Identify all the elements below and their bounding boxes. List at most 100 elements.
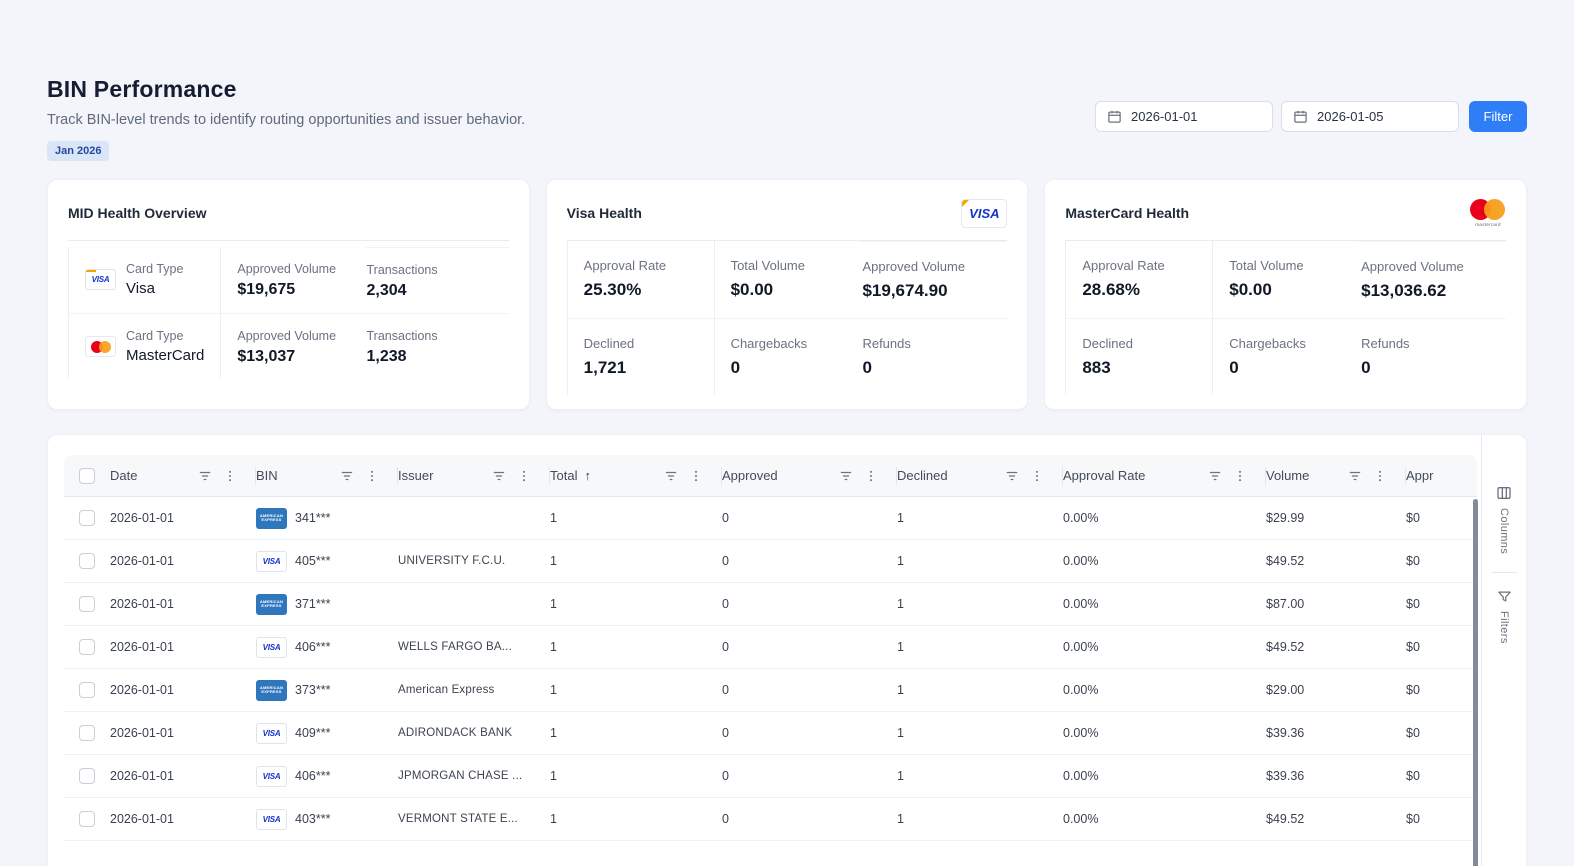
column-header-issuer[interactable]: Issuer: [398, 455, 550, 496]
table-row[interactable]: 2026-01-01 373*** American Express 1: [64, 669, 1477, 712]
row-checkbox[interactable]: [79, 811, 95, 827]
visa-health-card-head: Visa Health: [567, 198, 1008, 228]
table-body: 2026-01-01 341*** 1 0: [64, 497, 1477, 841]
row-checkbox[interactable]: [79, 596, 95, 612]
row-checkbox[interactable]: [79, 553, 95, 569]
approved-cell: 0: [722, 597, 729, 611]
card-brand-icon: [256, 808, 287, 830]
filter-icon[interactable]: [1005, 469, 1019, 483]
column-menu-icon[interactable]: [223, 469, 237, 483]
mastercard-health-title: MasterCard Health: [1065, 205, 1190, 221]
card-type-value: Visa: [126, 280, 155, 297]
row-checkbox-cell: [64, 669, 110, 711]
vertical-scrollbar[interactable]: [1473, 499, 1478, 866]
declined-cell: 1: [897, 726, 904, 740]
bin-cell: 403***: [256, 798, 398, 840]
row-checkbox[interactable]: [79, 639, 95, 655]
declined-cell: 1: [897, 812, 904, 826]
filter-icon[interactable]: [839, 469, 853, 483]
row-checkbox[interactable]: [79, 768, 95, 784]
volume-cell: $29.99: [1266, 511, 1305, 525]
column-menu-icon[interactable]: [365, 469, 379, 483]
approval-rate-cell: 0.00%: [1063, 640, 1099, 654]
issuer-cell: [398, 497, 550, 539]
declined-cell: 1: [897, 511, 904, 525]
stat-cell: Refunds 0: [860, 318, 1008, 395]
column-header-volume[interactable]: Volume: [1266, 455, 1406, 496]
volume-cell: $39.36: [1266, 726, 1305, 740]
table-row[interactable]: 2026-01-01 409*** ADIRONDACK BANK 1: [64, 712, 1477, 755]
card-brand-icon: [256, 550, 287, 572]
filter-icon[interactable]: [1348, 469, 1362, 483]
column-header-bin[interactable]: BIN: [256, 455, 398, 496]
filter-icon[interactable]: [1208, 469, 1222, 483]
issuer-cell: American Express: [398, 684, 495, 696]
issuer-cell: ADIRONDACK BANK: [398, 727, 513, 739]
column-menu-icon[interactable]: [1233, 469, 1247, 483]
declined-cell: 1: [897, 597, 904, 611]
stat-label: Refunds: [1361, 336, 1410, 351]
issuer-cell: WELLS FARGO BA...: [398, 641, 512, 653]
divider: [68, 240, 509, 241]
stat-label: Refunds: [862, 336, 911, 351]
row-checkbox-cell: [64, 583, 110, 625]
table-row[interactable]: 2026-01-01 341*** 1 0: [64, 497, 1477, 540]
filters-panel-button[interactable]: Filters: [1497, 589, 1512, 644]
column-menu-icon[interactable]: [864, 469, 878, 483]
stat-cell: Declined 1,721: [566, 318, 714, 395]
card-type-label: Card Type: [126, 329, 184, 343]
filter-icon[interactable]: [198, 469, 212, 483]
transactions-cell: Transactions 2,304: [364, 247, 509, 313]
select-all-checkbox[interactable]: [79, 467, 95, 484]
column-menu-icon[interactable]: [689, 469, 703, 483]
columns-panel-button[interactable]: Columns: [1496, 485, 1512, 554]
volume-cell: $49.52: [1266, 554, 1305, 568]
bin-cell: 406***: [256, 755, 398, 797]
stat-cell: Approval Rate 25.30%: [566, 241, 714, 318]
date-from-input[interactable]: 2026-01-01: [1095, 101, 1273, 132]
column-header-total[interactable]: Total ↑: [550, 455, 722, 496]
volume-cell: $87.00: [1266, 597, 1305, 611]
issuer-cell: [398, 583, 550, 625]
date-cell: 2026-01-01: [110, 726, 174, 740]
approved-cell: 0: [722, 683, 729, 697]
volume-cell: $29.00: [1266, 683, 1305, 697]
column-header-approval-rate[interactable]: Approval Rate: [1063, 455, 1266, 496]
table-header-row: Date BIN Issuer: [64, 455, 1477, 497]
sort-asc-icon[interactable]: ↑: [584, 468, 591, 483]
table-row[interactable]: 2026-01-01 371*** 1 0: [64, 583, 1477, 626]
total-cell: 1: [550, 640, 557, 654]
filter-icon[interactable]: [340, 469, 354, 483]
transactions-label: Transactions: [366, 263, 438, 277]
transactions-label: Transactions: [366, 329, 438, 343]
visa-logo-icon: [961, 198, 1008, 228]
table-row[interactable]: 2026-01-01 406*** JPMORGAN CHASE ... 1: [64, 755, 1477, 798]
approved-volume-cell: $0: [1406, 640, 1420, 654]
card-type-cell: Card Type Visa: [68, 247, 220, 313]
filter-button[interactable]: Filter: [1469, 101, 1527, 132]
mastercard-circles-icon: [1470, 199, 1506, 221]
stat-value: 25.30%: [583, 280, 642, 299]
table-row[interactable]: 2026-01-01 403*** VERMONT STATE E... 1: [64, 798, 1477, 841]
column-header-approved[interactable]: Approved: [722, 455, 897, 496]
stat-value: 0: [1229, 358, 1239, 377]
table-row[interactable]: 2026-01-01 406*** WELLS FARGO BA... 1: [64, 626, 1477, 669]
column-menu-icon[interactable]: [1030, 469, 1044, 483]
bin-cell: 405***: [256, 540, 398, 582]
date-to-value: 2026-01-05: [1317, 109, 1384, 124]
filter-icon[interactable]: [664, 469, 678, 483]
row-checkbox[interactable]: [79, 510, 95, 526]
row-checkbox-cell: [64, 755, 110, 797]
column-header-declined[interactable]: Declined: [897, 455, 1063, 496]
column-menu-icon[interactable]: [1373, 469, 1387, 483]
table-row[interactable]: 2026-01-01 405*** UNIVERSITY F.C.U. 1: [64, 540, 1477, 583]
issuer-cell: VERMONT STATE E...: [398, 813, 518, 825]
column-menu-icon[interactable]: [517, 469, 531, 483]
column-header-date[interactable]: Date: [110, 455, 256, 496]
filter-icon[interactable]: [492, 469, 506, 483]
date-cell: 2026-01-01: [110, 597, 174, 611]
date-to-input[interactable]: 2026-01-05: [1281, 101, 1459, 132]
row-checkbox[interactable]: [79, 682, 95, 698]
row-checkbox[interactable]: [79, 725, 95, 741]
column-header-approved-volume[interactable]: Appr: [1406, 468, 1434, 483]
